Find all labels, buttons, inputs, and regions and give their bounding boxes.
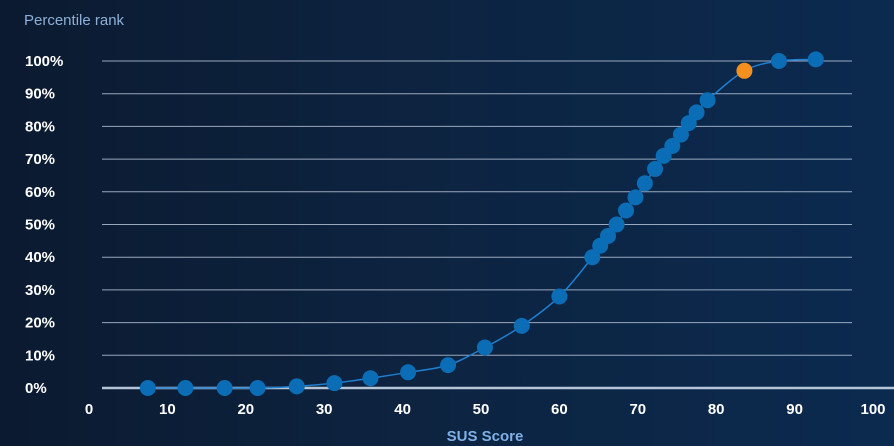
x-tick-label: 40 [394, 401, 411, 418]
x-tick-label: 0 [85, 401, 93, 418]
x-tick-label: 30 [316, 401, 333, 418]
trend-curve-path [147, 58, 816, 389]
x-tick-label: 20 [237, 401, 254, 418]
x-tick-label: 100 [860, 401, 885, 418]
data-points [139, 51, 824, 396]
x-tick-labels: 0 10 20 30 40 50 60 70 80 90 100 [85, 401, 886, 418]
trend-curve [147, 58, 816, 389]
x-tick-label: 90 [786, 401, 803, 418]
x-tick-label: 60 [551, 401, 568, 418]
data-point [551, 288, 568, 305]
data-point [807, 51, 824, 68]
data-point [326, 375, 343, 392]
data-point [627, 189, 644, 206]
y-tick-label: 90% [25, 86, 55, 103]
data-point [664, 138, 681, 155]
data-point [688, 104, 705, 121]
data-point [636, 175, 653, 192]
data-point [618, 202, 635, 219]
data-point [216, 380, 233, 396]
data-point [608, 216, 625, 233]
data-point [177, 380, 194, 396]
y-tick-label: 10% [25, 347, 55, 364]
data-point [699, 92, 716, 109]
x-tick-label: 50 [473, 401, 490, 418]
y-tick-label: 100% [25, 53, 63, 70]
y-tick-label: 30% [25, 282, 55, 299]
data-point [288, 378, 305, 395]
data-point [600, 227, 617, 244]
data-point [139, 380, 156, 396]
data-point [400, 364, 417, 381]
y-tick-label: 0% [25, 380, 47, 397]
highlighted-data-point [736, 62, 753, 79]
y-tick-label: 80% [25, 118, 55, 135]
data-point [440, 357, 457, 374]
data-point [513, 317, 530, 334]
x-axis-label: SUS Score [447, 428, 524, 445]
y-tick-label: 60% [25, 184, 55, 201]
data-point [362, 370, 379, 387]
y-tick-label: 20% [25, 315, 55, 332]
x-tick-label: 80 [708, 401, 725, 418]
x-tick-label: 70 [629, 401, 646, 418]
data-point [647, 160, 664, 177]
data-point [770, 53, 787, 69]
y-axis-label: Percentile rank [24, 12, 125, 29]
y-tick-label: 50% [25, 217, 55, 234]
grid-lines [102, 60, 894, 390]
y-tick-label: 70% [25, 151, 55, 168]
data-point [672, 126, 689, 143]
data-point [249, 380, 266, 396]
y-tick-label: 40% [25, 249, 55, 266]
data-point [476, 339, 493, 356]
y-tick-labels: 0% 10% 20% 30% 40% 50% 60% 70% 80% 90% 100% [25, 53, 63, 397]
data-point [584, 249, 601, 266]
x-tick-label: 10 [159, 401, 176, 418]
